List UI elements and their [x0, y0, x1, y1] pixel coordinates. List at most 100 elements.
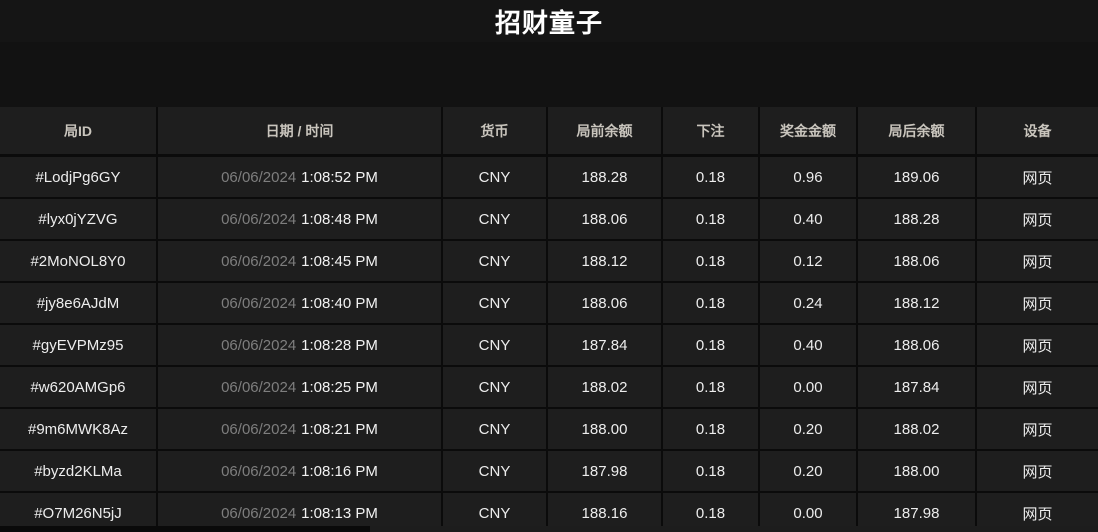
- table-row: #LodjPg6GY 06/06/2024 1:08:52 PM CNY 188.28 0…: [0, 157, 1098, 199]
- time-text: 1:08:28 PM: [301, 336, 378, 354]
- table-body: #LodjPg6GY 06/06/2024 1:08:52 PM CNY 188.28 0…: [0, 157, 1098, 532]
- bet-cell: 0.18: [663, 409, 760, 451]
- currency-cell: CNY: [443, 157, 548, 199]
- bet-cell: 0.18: [663, 283, 760, 325]
- date-text: 06/06/2024: [221, 294, 297, 312]
- balance-before-cell: 188.28: [548, 157, 663, 199]
- currency-cell: CNY: [443, 283, 548, 325]
- time-text: 1:08:52 PM: [301, 168, 378, 186]
- column-header-id: 局ID: [0, 107, 158, 157]
- balance-before-cell: 188.06: [548, 199, 663, 241]
- history-table: 局ID 日期 / 时间 货币 局前余额 下注 奖金金额 局后余额 设备 #LodjPg6GY 0…: [0, 107, 1098, 532]
- balance-after-cell: 188.28: [858, 199, 977, 241]
- round-id-cell: #LodjPg6GY: [0, 157, 158, 199]
- round-id-cell: #w620AMGp6: [0, 367, 158, 409]
- bet-cell: 0.18: [663, 199, 760, 241]
- table-row: #2MoNOL8Y0 06/06/2024 1:08:45 PM CNY 188.12 0…: [0, 241, 1098, 283]
- history-content: 局ID 日期 / 时间 货币 局前余额 下注 奖金金额 局后余额 设备 #LodjPg6GY 0…: [0, 107, 1098, 532]
- balance-after-cell: 188.06: [858, 325, 977, 367]
- time-text: 1:08:48 PM: [301, 210, 378, 228]
- currency-cell: CNY: [443, 367, 548, 409]
- win-amount-cell: 0.96: [760, 157, 858, 199]
- device-cell: 网页: [977, 199, 1098, 241]
- date-text: 06/06/2024: [221, 210, 297, 228]
- column-header-device: 设备: [977, 107, 1098, 157]
- bet-cell: 0.18: [663, 325, 760, 367]
- win-amount-cell: 0.20: [760, 409, 858, 451]
- time-text: 1:08:21 PM: [301, 420, 378, 438]
- datetime-cell: 06/06/2024 1:08:52 PM: [158, 157, 443, 199]
- bet-cell: 0.18: [663, 157, 760, 199]
- date-text: 06/06/2024: [221, 252, 297, 270]
- date-text: 06/06/2024: [221, 462, 297, 480]
- table-row: #gyEVPMz95 06/06/2024 1:08:28 PM CNY 187.84 0…: [0, 325, 1098, 367]
- balance-after-cell: 187.84: [858, 367, 977, 409]
- datetime-cell: 06/06/2024 1:08:16 PM: [158, 451, 443, 493]
- bet-cell: 0.18: [663, 451, 760, 493]
- time-text: 1:08:40 PM: [301, 294, 378, 312]
- device-cell: 网页: [977, 367, 1098, 409]
- datetime-cell: 06/06/2024 1:08:13 PM: [158, 493, 443, 532]
- win-amount-cell: 0.40: [760, 325, 858, 367]
- currency-cell: CNY: [443, 451, 548, 493]
- balance-after-cell: 188.12: [858, 283, 977, 325]
- device-cell: 网页: [977, 451, 1098, 493]
- device-cell: 网页: [977, 493, 1098, 532]
- column-header-currency: 货币: [443, 107, 548, 157]
- round-id-cell: #9m6MWK8Az: [0, 409, 158, 451]
- time-text: 1:08:13 PM: [301, 504, 378, 522]
- datetime-cell: 06/06/2024 1:08:45 PM: [158, 241, 443, 283]
- device-cell: 网页: [977, 283, 1098, 325]
- time-text: 1:08:25 PM: [301, 378, 378, 396]
- round-id-cell: #2MoNOL8Y0: [0, 241, 158, 283]
- device-cell: 网页: [977, 325, 1098, 367]
- win-amount-cell: 0.00: [760, 367, 858, 409]
- datetime-cell: 06/06/2024 1:08:21 PM: [158, 409, 443, 451]
- column-header-balance_before: 局前余额: [548, 107, 663, 157]
- device-cell: 网页: [977, 241, 1098, 283]
- scrollbar-thumb[interactable]: [370, 526, 1098, 532]
- datetime-cell: 06/06/2024 1:08:25 PM: [158, 367, 443, 409]
- win-amount-cell: 0.12: [760, 241, 858, 283]
- device-cell: 网页: [977, 157, 1098, 199]
- time-text: 1:08:45 PM: [301, 252, 378, 270]
- balance-before-cell: 188.16: [548, 493, 663, 532]
- table-row: #9m6MWK8Az 06/06/2024 1:08:21 PM CNY 188.00 0…: [0, 409, 1098, 451]
- round-id-cell: #lyx0jYZVG: [0, 199, 158, 241]
- currency-cell: CNY: [443, 493, 548, 532]
- table-row: #byzd2KLMa 06/06/2024 1:08:16 PM CNY 187.98 0…: [0, 451, 1098, 493]
- time-text: 1:08:16 PM: [301, 462, 378, 480]
- currency-cell: CNY: [443, 199, 548, 241]
- balance-after-cell: 188.02: [858, 409, 977, 451]
- balance-before-cell: 187.84: [548, 325, 663, 367]
- round-id-cell: #byzd2KLMa: [0, 451, 158, 493]
- currency-cell: CNY: [443, 241, 548, 283]
- balance-after-cell: 189.06: [858, 157, 977, 199]
- balance-before-cell: 187.98: [548, 451, 663, 493]
- balance-after-cell: 188.00: [858, 451, 977, 493]
- bet-cell: 0.18: [663, 493, 760, 532]
- datetime-cell: 06/06/2024 1:08:48 PM: [158, 199, 443, 241]
- round-id-cell: #gyEVPMz95: [0, 325, 158, 367]
- column-header-bet: 下注: [663, 107, 760, 157]
- horizontal-scrollbar[interactable]: [0, 526, 1098, 532]
- table-row: #lyx0jYZVG 06/06/2024 1:08:48 PM CNY 188.06 0…: [0, 199, 1098, 241]
- date-text: 06/06/2024: [221, 504, 297, 522]
- round-id-cell: #jy8e6AJdM: [0, 283, 158, 325]
- table-row: #w620AMGp6 06/06/2024 1:08:25 PM CNY 188.02 0…: [0, 367, 1098, 409]
- date-text: 06/06/2024: [221, 168, 297, 186]
- date-text: 06/06/2024: [221, 420, 297, 438]
- balance-after-cell: 188.06: [858, 241, 977, 283]
- date-text: 06/06/2024: [221, 336, 297, 354]
- page-title: 招财童子: [494, 7, 603, 38]
- header-row: 局ID 日期 / 时间 货币 局前余额 下注 奖金金额 局后余额 设备: [0, 107, 1098, 157]
- datetime-cell: 06/06/2024 1:08:28 PM: [158, 325, 443, 367]
- bet-cell: 0.18: [663, 241, 760, 283]
- win-amount-cell: 0.24: [760, 283, 858, 325]
- table-row: #O7M26N5jJ 06/06/2024 1:08:13 PM CNY 188.16 0…: [0, 493, 1098, 532]
- round-id-cell: #O7M26N5jJ: [0, 493, 158, 532]
- currency-cell: CNY: [443, 325, 548, 367]
- balance-before-cell: 188.06: [548, 283, 663, 325]
- balance-after-cell: 187.98: [858, 493, 977, 532]
